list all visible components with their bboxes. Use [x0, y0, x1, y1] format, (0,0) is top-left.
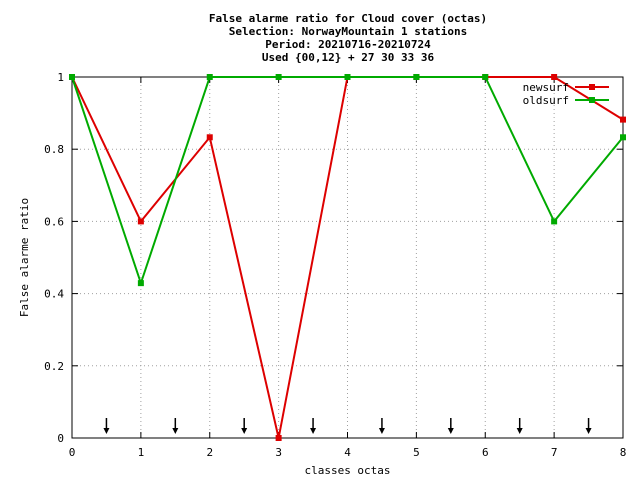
x-axis-label: classes octas	[304, 464, 390, 477]
arrow-markers	[103, 418, 592, 434]
series	[69, 74, 626, 441]
data-point	[206, 134, 213, 141]
legend-marker	[589, 97, 595, 103]
y-tick-label: 0.8	[44, 143, 64, 156]
title-line: Selection: NorwayMountain 1 stations	[229, 25, 467, 38]
arrow-marker	[516, 418, 523, 434]
arrow-head	[585, 428, 592, 434]
arrow-head	[447, 428, 454, 434]
data-point	[275, 435, 282, 441]
x-tick-label: 2	[206, 446, 213, 459]
x-tick-label: 5	[413, 446, 420, 459]
arrow-head	[103, 428, 110, 434]
series-line	[71, 76, 624, 287]
legend-entry: oldsurf	[523, 94, 609, 107]
y-tick-label: 0.2	[44, 360, 64, 373]
legend-entry: newsurf	[523, 81, 609, 94]
arrow-marker	[378, 418, 385, 434]
legend-label: oldsurf	[523, 94, 569, 107]
legend-marker	[589, 84, 595, 90]
data-point	[620, 134, 626, 141]
arrow-marker	[447, 418, 454, 434]
data-point	[551, 218, 558, 225]
series-oldsurf	[69, 74, 626, 287]
arrow-head	[310, 428, 317, 434]
data-point	[275, 74, 282, 80]
title-line: Used {00,12} + 27 30 33 36	[262, 51, 435, 64]
arrow-marker	[585, 418, 592, 434]
arrow-head	[516, 428, 523, 434]
y-tick-label: 0	[57, 432, 64, 445]
data-point	[482, 74, 489, 80]
arrow-head	[378, 428, 385, 434]
title-line: Period: 20210716-20210724	[265, 38, 431, 51]
data-point	[551, 74, 558, 80]
arrow-marker	[103, 418, 110, 434]
x-tick-label: 4	[344, 446, 351, 459]
arrow-head	[172, 428, 179, 434]
axis-ticks: 0 1 2 3 4 5 6 7 8 0 0.2 0.4 0.6 0.8 1	[44, 71, 626, 459]
data-point	[69, 74, 75, 80]
arrow-head	[241, 428, 248, 434]
y-tick-label: 0.6	[44, 215, 64, 228]
data-point	[206, 74, 213, 80]
chart-title: False alarme ratio for Cloud cover (octa…	[209, 12, 487, 64]
legend-label: newsurf	[523, 81, 569, 94]
arrow-marker	[310, 418, 317, 434]
y-axis-label: False alarme ratio	[18, 198, 31, 317]
data-point	[620, 116, 626, 123]
grid	[72, 77, 623, 438]
x-tick-label: 0	[69, 446, 76, 459]
title-line: False alarme ratio for Cloud cover (octa…	[209, 12, 487, 25]
x-tick-label: 3	[275, 446, 282, 459]
x-tick-label: 8	[620, 446, 627, 459]
arrow-marker	[172, 418, 179, 434]
y-tick-label: 1	[57, 71, 64, 84]
data-point	[137, 280, 144, 287]
x-tick-label: 6	[482, 446, 489, 459]
data-point	[344, 74, 351, 80]
x-tick-label: 1	[138, 446, 145, 459]
arrow-marker	[241, 418, 248, 434]
y-tick-label: 0.4	[44, 288, 64, 301]
data-point	[137, 218, 144, 225]
x-tick-label: 7	[551, 446, 558, 459]
data-point	[413, 74, 420, 80]
